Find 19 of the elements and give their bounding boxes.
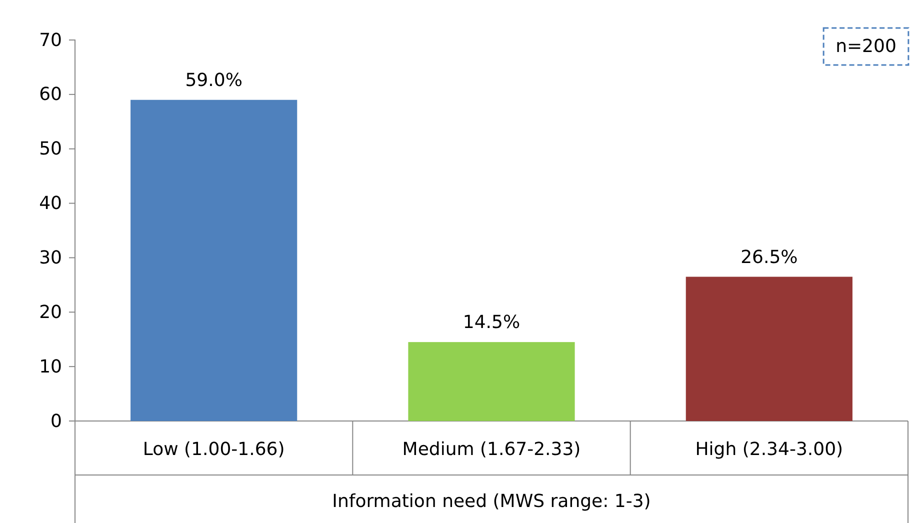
data-label: 26.5% (740, 246, 798, 268)
x-tick-label: Medium (1.67-2.33) (402, 439, 581, 460)
bar (408, 342, 575, 421)
data-label: 59.0% (185, 70, 242, 91)
data-label: 14.5% (462, 312, 520, 334)
y-tick-label: 70 (39, 30, 62, 51)
bar (686, 276, 852, 421)
y-tick-label: 40 (39, 193, 62, 214)
x-tick-label: Low (1.00-1.66) (142, 439, 285, 460)
y-tick-label: 10 (39, 356, 62, 378)
y-tick-label: 20 (39, 302, 62, 323)
annotation: n=200 (836, 36, 896, 57)
bar (130, 100, 298, 421)
y-tick-label: 60 (39, 84, 62, 106)
y-tick-label: 50 (39, 138, 62, 160)
x-tick-label: High (2.34-3.00) (695, 439, 844, 460)
y-tick-label: 30 (39, 247, 62, 268)
x-axis-title: Information need (MWS range: 1-3) (332, 491, 651, 512)
y-tick-label: 0 (50, 410, 62, 432)
